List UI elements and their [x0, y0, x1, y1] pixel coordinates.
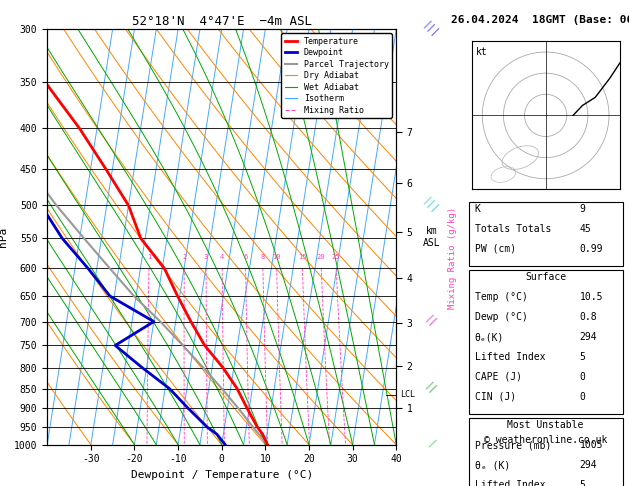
Text: 10.5: 10.5: [579, 292, 603, 302]
Text: 20: 20: [316, 254, 325, 260]
Text: PW (cm): PW (cm): [475, 244, 516, 254]
Text: CAPE (J): CAPE (J): [475, 372, 522, 382]
Text: 25: 25: [331, 254, 340, 260]
Text: Totals Totals: Totals Totals: [475, 224, 551, 234]
Text: 2: 2: [182, 254, 186, 260]
Text: θₑ (K): θₑ (K): [475, 460, 510, 470]
Text: 6: 6: [243, 254, 248, 260]
Text: 45: 45: [579, 224, 591, 234]
Text: K: K: [475, 204, 481, 214]
Text: Pressure (mb): Pressure (mb): [475, 440, 551, 450]
Text: Dewp (°C): Dewp (°C): [475, 312, 528, 322]
Text: LCL: LCL: [401, 390, 415, 399]
Text: θₑ(K): θₑ(K): [475, 332, 504, 342]
Bar: [469, 417, 623, 486]
Text: 26.04.2024  18GMT (Base: 06): 26.04.2024 18GMT (Base: 06): [451, 15, 629, 25]
Legend: Temperature, Dewpoint, Parcel Trajectory, Dry Adiabat, Wet Adiabat, Isotherm, Mi: Temperature, Dewpoint, Parcel Trajectory…: [281, 34, 392, 118]
Text: 10: 10: [272, 254, 281, 260]
Text: 5: 5: [579, 352, 586, 362]
Text: 8: 8: [260, 254, 265, 260]
Text: CIN (J): CIN (J): [475, 392, 516, 402]
Text: Surface: Surface: [525, 272, 566, 282]
Text: 0.99: 0.99: [579, 244, 603, 254]
X-axis label: Dewpoint / Temperature (°C): Dewpoint / Temperature (°C): [131, 470, 313, 480]
Y-axis label: hPa: hPa: [0, 227, 8, 247]
Text: |: |: [425, 439, 437, 451]
Text: 294: 294: [579, 332, 597, 342]
Text: Lifted Index: Lifted Index: [475, 480, 545, 486]
Text: ||: ||: [423, 381, 439, 397]
Bar: [469, 270, 623, 414]
Text: 15: 15: [298, 254, 306, 260]
Y-axis label: km
ASL: km ASL: [423, 226, 441, 248]
Text: 0.8: 0.8: [579, 312, 597, 322]
Text: 3: 3: [204, 254, 208, 260]
Text: ||: ||: [423, 314, 439, 330]
Text: Most Unstable: Most Unstable: [508, 420, 584, 430]
Text: 0: 0: [579, 392, 586, 402]
Text: 1005: 1005: [579, 440, 603, 450]
Text: 1: 1: [147, 254, 151, 260]
Bar: [469, 202, 623, 265]
Text: © weatheronline.co.uk: © weatheronline.co.uk: [484, 434, 608, 445]
Text: Temp (°C): Temp (°C): [475, 292, 528, 302]
Text: kt: kt: [476, 48, 488, 57]
Text: 0: 0: [579, 372, 586, 382]
Text: Lifted Index: Lifted Index: [475, 352, 545, 362]
Text: 9: 9: [579, 204, 586, 214]
Title: 52°18'N  4°47'E  −4m ASL: 52°18'N 4°47'E −4m ASL: [131, 15, 312, 28]
Text: |||: |||: [421, 195, 441, 215]
Text: |||: |||: [421, 19, 441, 39]
Text: 294: 294: [579, 460, 597, 470]
Text: 4: 4: [220, 254, 224, 260]
Text: Mixing Ratio (g/kg): Mixing Ratio (g/kg): [448, 207, 457, 309]
Text: 5: 5: [579, 480, 586, 486]
